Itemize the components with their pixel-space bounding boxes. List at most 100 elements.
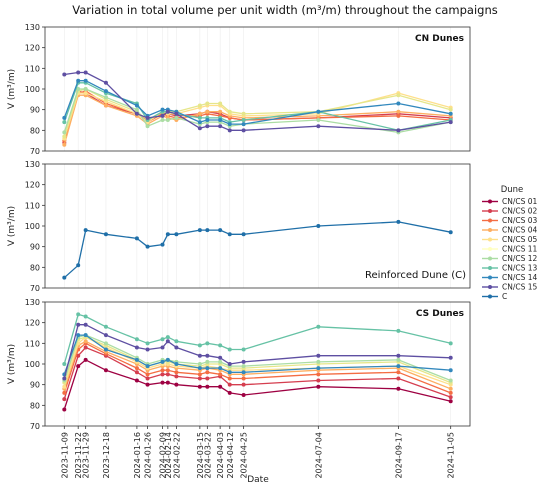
data-point [197, 111, 202, 116]
data-point [103, 324, 108, 329]
data-point [241, 393, 246, 397]
legend-label: CN/CS 05 [502, 235, 538, 244]
y-tick-label: 70 [30, 422, 40, 431]
data-point [76, 263, 81, 268]
legend-label: CN/CS 02 [502, 207, 538, 216]
data-point [145, 124, 150, 129]
data-point [448, 368, 453, 373]
data-point [174, 374, 179, 379]
legend-marker [488, 237, 492, 242]
y-tick-label: 130 [25, 23, 40, 32]
data-point [197, 120, 202, 125]
data-point [62, 362, 67, 366]
panels-group: 70 80 90 100 110 120 130 V (m³/m) CN Dunes 70 80 90… [7, 23, 471, 431]
data-point [241, 370, 246, 375]
data-point [197, 366, 202, 371]
data-point [316, 109, 321, 114]
legend-entry: CN/CS 04 [482, 226, 538, 235]
x-tick-label: 2024-02-22 [172, 432, 181, 479]
data-point [145, 376, 150, 381]
legend-label: CN/CS 13 [502, 264, 538, 273]
data-point [103, 368, 108, 373]
data-point [227, 232, 232, 237]
panel-label: Reinforced Dune (C) [365, 270, 466, 281]
data-point [103, 333, 108, 338]
y-tick-label: 120 [25, 44, 40, 53]
data-point [197, 372, 202, 377]
data-point [218, 101, 223, 106]
data-point [197, 343, 202, 348]
data-point [103, 89, 108, 94]
data-point [174, 370, 179, 375]
data-point [160, 337, 165, 342]
y-tick-label: 70 [30, 284, 40, 293]
data-point [160, 107, 165, 112]
series-c [62, 219, 453, 280]
data-point [134, 107, 139, 112]
data-point [134, 366, 139, 371]
y-tick-label: 70 [30, 147, 40, 156]
data-point [227, 362, 232, 366]
data-point [218, 355, 223, 360]
data-point [165, 339, 170, 344]
data-point [165, 372, 170, 377]
data-point [396, 93, 401, 98]
data-point [174, 232, 179, 237]
data-point [83, 314, 88, 319]
data-point [448, 230, 453, 235]
legend-label: CN/CS 15 [502, 283, 538, 292]
panel-frame [44, 26, 471, 152]
x-tick-label: 2024-04-12 [226, 432, 235, 479]
data-point [316, 366, 321, 371]
data-point [62, 407, 67, 412]
data-point [197, 384, 202, 389]
data-point [241, 111, 246, 116]
data-point [62, 390, 67, 395]
legend-title: Dune [501, 185, 524, 195]
y-axis-label: V (m³/m) [7, 69, 17, 109]
data-point [83, 322, 88, 327]
panel-1: 70 80 90 100 110 120 130 V (m³/m) CN Dunes [7, 23, 471, 156]
y-axis-label: V (m³/m) [7, 344, 17, 384]
y-tick-label: 130 [25, 160, 40, 169]
data-point [241, 347, 246, 352]
data-point [241, 128, 246, 133]
legend-marker [488, 266, 492, 270]
data-point [62, 397, 67, 402]
data-point [396, 376, 401, 381]
data-point [134, 337, 139, 342]
data-point [145, 341, 150, 346]
data-point [241, 122, 246, 127]
data-point [62, 142, 67, 147]
legend-marker [488, 218, 492, 223]
legend-entry: CN/CS 03 [482, 216, 538, 225]
data-point [205, 370, 210, 375]
data-point [396, 328, 401, 333]
y-tick-label: 120 [25, 319, 40, 328]
series-cn-cs-15 [62, 322, 453, 381]
x-axis-label: Date [247, 475, 269, 485]
series-cn-cs-03 [62, 341, 453, 395]
data-point [197, 126, 202, 131]
data-point [197, 353, 202, 358]
legend-label: CN/CS 12 [502, 254, 538, 263]
data-point [76, 70, 81, 75]
x-tick-label: 2024-03-15 [196, 432, 205, 479]
data-point [197, 362, 202, 366]
x-tick-label: 2024-09-17 [394, 432, 403, 479]
data-point [76, 364, 81, 369]
data-point [316, 118, 321, 122]
data-point [218, 384, 223, 389]
data-point [396, 113, 401, 118]
y-tick-label: 100 [25, 85, 40, 94]
data-point [396, 101, 401, 106]
x-tick-label: 2024-04-03 [216, 432, 225, 479]
legend-entry: CN/CS 01 [482, 197, 538, 206]
series-line [63, 313, 451, 365]
data-point [62, 384, 67, 389]
legend-label: CN/CS 11 [502, 245, 538, 254]
data-point [218, 228, 223, 233]
y-tick-label: 90 [30, 243, 40, 252]
x-tick-label: 2024-04-25 [240, 432, 249, 479]
